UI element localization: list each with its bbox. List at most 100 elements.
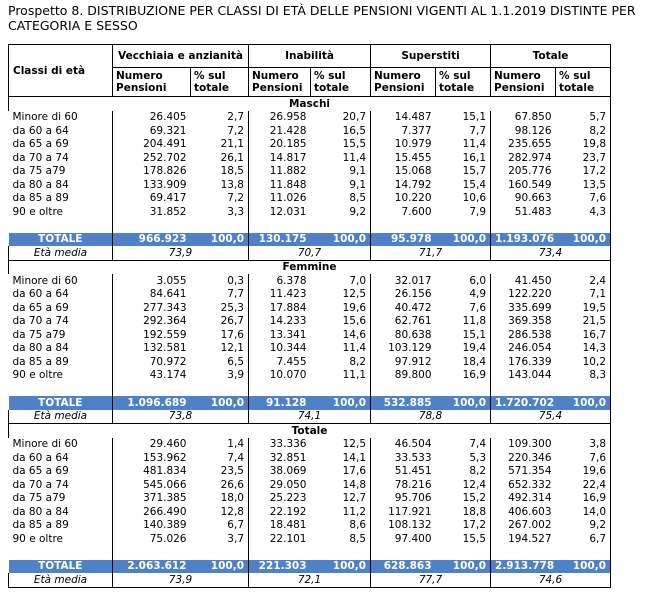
mean-cell: 74,6	[490, 573, 612, 588]
total-cell: 100,0	[190, 232, 249, 246]
cell: 26.156	[370, 287, 436, 301]
gap-cell	[370, 218, 436, 233]
cell: 11,4	[462, 138, 487, 151]
cell: 15,4	[462, 178, 487, 191]
cell: 133.909	[112, 178, 191, 192]
cell: 11.882	[248, 164, 311, 178]
row-label: 90 e oltre	[12, 205, 64, 218]
mean-row: Età media 73,9 70,7 71,7 73,4	[8, 246, 612, 261]
cell: 6,5	[227, 355, 244, 368]
table-head: Classi di età Vecchiaia e anzianità Inabil…	[8, 44, 612, 97]
data-row: 90 e oltre 43.174 3,9 10.070 11,1 89.800 16,9 1…	[9, 368, 612, 382]
cell: 21.428	[248, 124, 311, 138]
cell: 153.962	[112, 451, 191, 465]
cell: 9,2	[349, 205, 367, 218]
cell: 5,3	[469, 451, 487, 464]
column-header: % sul totale	[435, 67, 492, 97]
cell: 23,7	[555, 151, 612, 165]
row-label: da 60 a 64	[12, 124, 69, 137]
total-cell: 100,0	[310, 232, 371, 246]
data-row: da 65 a 69 277.343 25,3 17.884 19,6 40.472 7,6…	[9, 301, 612, 315]
cell: 10,6	[462, 192, 487, 205]
header-row: Classi di età Vecchiaia e anzianità Inabil…	[8, 44, 612, 97]
cell: 371.385	[112, 491, 191, 505]
cell: 6,7	[555, 532, 612, 546]
total-cell: 95.978	[370, 232, 436, 246]
section-row: Femmine	[7, 260, 612, 274]
cell: 11,4	[342, 151, 367, 164]
cell: 192.559	[112, 328, 191, 342]
cell: 369.358	[490, 314, 556, 328]
gap-cell	[436, 219, 491, 233]
mean-cell: 73,4	[490, 246, 612, 261]
column-header: % sul totale	[190, 67, 249, 97]
data-row: 90 e oltre 31.852 3,3 12.031 9,2 7.600 7,9 51.4…	[9, 205, 612, 219]
cell: 178.826	[112, 164, 191, 178]
cell: 117.921	[370, 505, 436, 519]
cell: 14,1	[342, 451, 367, 464]
gap-row	[9, 218, 612, 233]
cell: 17,6	[342, 465, 367, 478]
cell: 9,1	[349, 165, 367, 178]
cell: 19,5	[555, 301, 612, 315]
cell: 3,3	[227, 205, 244, 218]
row-label: da 75 a79	[12, 492, 66, 505]
cell: 14,3	[555, 341, 612, 355]
cell: 21,5	[555, 314, 612, 328]
gap-cell	[555, 218, 612, 233]
cell: 492.314	[490, 491, 556, 505]
cell: 3,9	[227, 369, 244, 382]
mean-cell: 74,1	[247, 409, 371, 424]
cell: 292.364	[112, 314, 191, 328]
gap-cell	[248, 382, 311, 396]
mean-cell: 71,7	[370, 246, 491, 261]
total-cell: 100,0	[435, 232, 491, 246]
cell: 103.129	[370, 341, 436, 355]
cell: 11,8	[462, 315, 487, 328]
total-cell: 100,0	[435, 396, 491, 410]
cell: 18,5	[220, 165, 244, 178]
cell: 8,5	[349, 532, 367, 545]
gap-row	[9, 545, 612, 560]
cell: 277.343	[112, 301, 191, 315]
row-label: da 80 a 84	[12, 342, 69, 355]
total-cell: 1.720.702	[490, 396, 556, 410]
cell: 18,8	[462, 505, 487, 518]
cell: 7,6	[555, 451, 612, 465]
row-label: 90 e oltre	[12, 532, 64, 545]
mean-row: Età media 73,8 74,1 78,8 75,4	[8, 409, 612, 424]
row-label: da 65 a 69	[12, 465, 69, 478]
cell: 32.017	[370, 274, 436, 288]
mean-row: Età media 73,9 72,1 77,7 74,6	[8, 573, 612, 588]
total-row: TOTALE 1.096.689 100,0 91.128 100,0 532.885 10…	[8, 396, 612, 410]
cell: 652.332	[490, 478, 556, 492]
column-header: Numero Pensioni	[490, 67, 557, 97]
corner-header: Classi di età	[8, 44, 113, 97]
data-row: Minore di 60 26.405 2,7 26.958 20,7 14.487 15,…	[9, 110, 612, 124]
cell: 122.220	[490, 287, 556, 301]
cell: 7,6	[469, 301, 487, 314]
cell: 89.800	[370, 368, 436, 382]
total-label: TOTALE	[8, 396, 113, 410]
data-row: da 70 a 74 252.702 26,1 14.817 11,4 15.455 16,…	[9, 151, 612, 165]
cell: 51.483	[490, 205, 556, 219]
cell: 40.472	[370, 301, 436, 315]
cell: 26,7	[220, 315, 244, 328]
cell: 41.450	[490, 274, 556, 288]
cell: 132.581	[112, 341, 191, 355]
total-cell: 100,0	[190, 559, 249, 573]
data-row: da 80 a 84 133.909 13,8 11.848 9,1 14.792 15,4…	[9, 178, 612, 192]
cell: 2,7	[227, 111, 244, 124]
cell: 15,1	[462, 328, 487, 341]
cell: 7.377	[370, 124, 436, 138]
data-row: da 85 a 89 140.389 6,7 18.481 8,6 108.132 17,2…	[9, 518, 612, 532]
row-label: da 85 a 89	[12, 192, 69, 205]
gap-cell	[191, 382, 249, 396]
cell: 31.852	[112, 205, 191, 219]
section-label: Maschi	[7, 96, 612, 111]
cell: 14.817	[248, 151, 311, 165]
cell: 29.050	[248, 478, 311, 492]
cell: 29.460	[112, 437, 191, 451]
column-header: Numero Pensioni	[370, 67, 437, 97]
